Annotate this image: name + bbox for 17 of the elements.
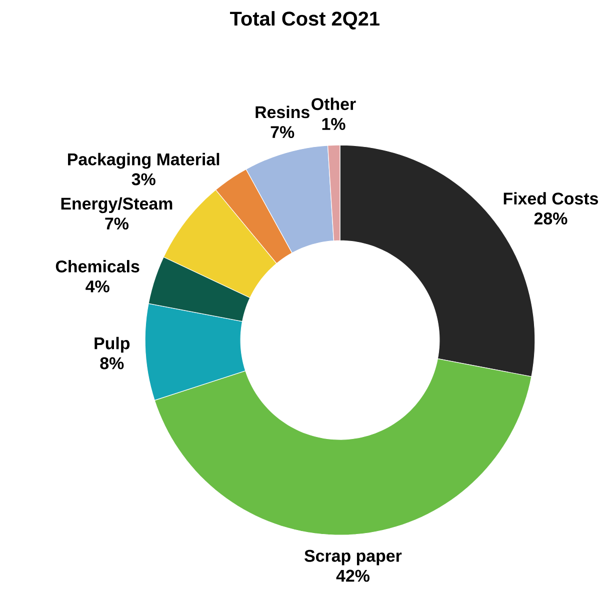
slice-label: Other — [312, 98, 356, 110]
data-label: 42% — [336, 570, 370, 582]
chart-title: Total Cost 2Q21 — [230, 11, 380, 30]
data-label: 28% — [534, 212, 568, 224]
data-label: 1% — [322, 118, 346, 130]
slice-label: Pulp — [94, 336, 130, 353]
data-label: 3% — [132, 173, 156, 186]
data-label: 7% — [270, 126, 294, 138]
slice-label: Fixed Costs — [504, 192, 598, 205]
slice-label: Scrap paper — [304, 550, 402, 566]
slice-label: Resins — [256, 106, 310, 118]
slice-label: Chemicals — [56, 260, 140, 272]
data-label: 7% — [105, 218, 128, 230]
slice-label: Packaging Material — [68, 152, 220, 169]
data-label: 4% — [86, 280, 110, 292]
data-label: 8% — [100, 357, 124, 370]
slice-label: Energy/Steam — [61, 197, 172, 214]
